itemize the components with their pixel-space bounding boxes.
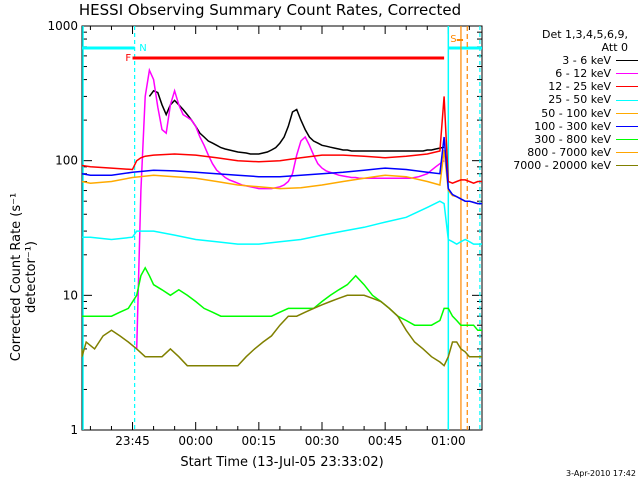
flare-flag-label: F (125, 53, 131, 64)
x-tick-label: 00:00 (178, 434, 213, 448)
y-tick-label: 100 (55, 154, 78, 168)
x-tick-label: 01:00 (431, 434, 466, 448)
legend: Det 1,3,4,5,6,9, Att 0 3 - 6 keV 6 - 12 k… (484, 28, 638, 172)
y-tick-label: 1000 (47, 19, 78, 33)
legend-swatch (616, 138, 638, 140)
legend-swatch (616, 112, 638, 114)
legend-entry-label: 25 - 50 keV (548, 93, 611, 107)
legend-header-1: Det 1,3,4,5,6,9, (541, 28, 628, 41)
x-tick-label: 00:15 (242, 434, 277, 448)
legend-entry: 300 - 800 keV (484, 133, 638, 146)
legend-entry: 7000 - 20000 keV (484, 159, 638, 172)
legend-swatch (616, 73, 638, 75)
legend-entry-label: 800 - 7000 keV (527, 145, 611, 159)
y-axis-label: Corrected Count Rate (s⁻¹ detector⁻¹) (9, 192, 39, 362)
x-tick-label: 23:45 (115, 434, 150, 448)
series-line (148, 89, 445, 155)
legend-swatch (616, 60, 638, 62)
y-tick-label: 1 (70, 423, 78, 437)
legend-swatch (616, 164, 638, 166)
legend-entry-label: 3 - 6 keV (562, 54, 611, 68)
night-flag-label: N (139, 43, 146, 54)
timestamp: 3-Apr-2010 17:42 (566, 469, 636, 478)
legend-entry-label: 100 - 300 keV (534, 119, 611, 133)
saa-flag-label: S (450, 34, 456, 45)
series-line (81, 294, 482, 367)
y-tick-label: 10 (63, 288, 78, 302)
legend-entry: 100 - 300 keV (484, 120, 638, 133)
x-axis-label: Start Time (13-Jul-05 23:33:02) (180, 455, 384, 470)
series-line (82, 200, 482, 245)
legend-entry: 3 - 6 keV (484, 54, 638, 67)
series-line (82, 266, 482, 332)
legend-swatch (616, 86, 638, 88)
series-line (135, 67, 445, 349)
legend-swatch (616, 125, 638, 127)
x-tick-label: 00:30 (305, 434, 340, 448)
legend-entry: 6 - 12 keV (484, 67, 638, 80)
series-line (81, 96, 482, 185)
legend-entry-label: 12 - 25 keV (548, 80, 611, 94)
legend-swatch (616, 151, 638, 153)
series-line (81, 136, 482, 205)
plot-frame (81, 25, 483, 431)
legend-swatch (616, 99, 638, 101)
legend-entry-label: 300 - 800 keV (534, 132, 611, 146)
legend-header-2: Att 0 (601, 41, 628, 55)
legend-entry: 25 - 50 keV (484, 93, 638, 106)
legend-entry-label: 6 - 12 keV (555, 67, 611, 81)
legend-entry-label: 50 - 100 keV (541, 106, 611, 120)
legend-entry: 12 - 25 keV (484, 80, 638, 93)
x-tick-label: 00:45 (368, 434, 403, 448)
legend-entry: 800 - 7000 keV (484, 146, 638, 159)
chart-title: HESSI Observing Summary Count Rates, Cor… (78, 1, 462, 19)
legend-entry-label: 7000 - 20000 keV (513, 158, 611, 172)
legend-entry: 50 - 100 keV (484, 107, 638, 120)
